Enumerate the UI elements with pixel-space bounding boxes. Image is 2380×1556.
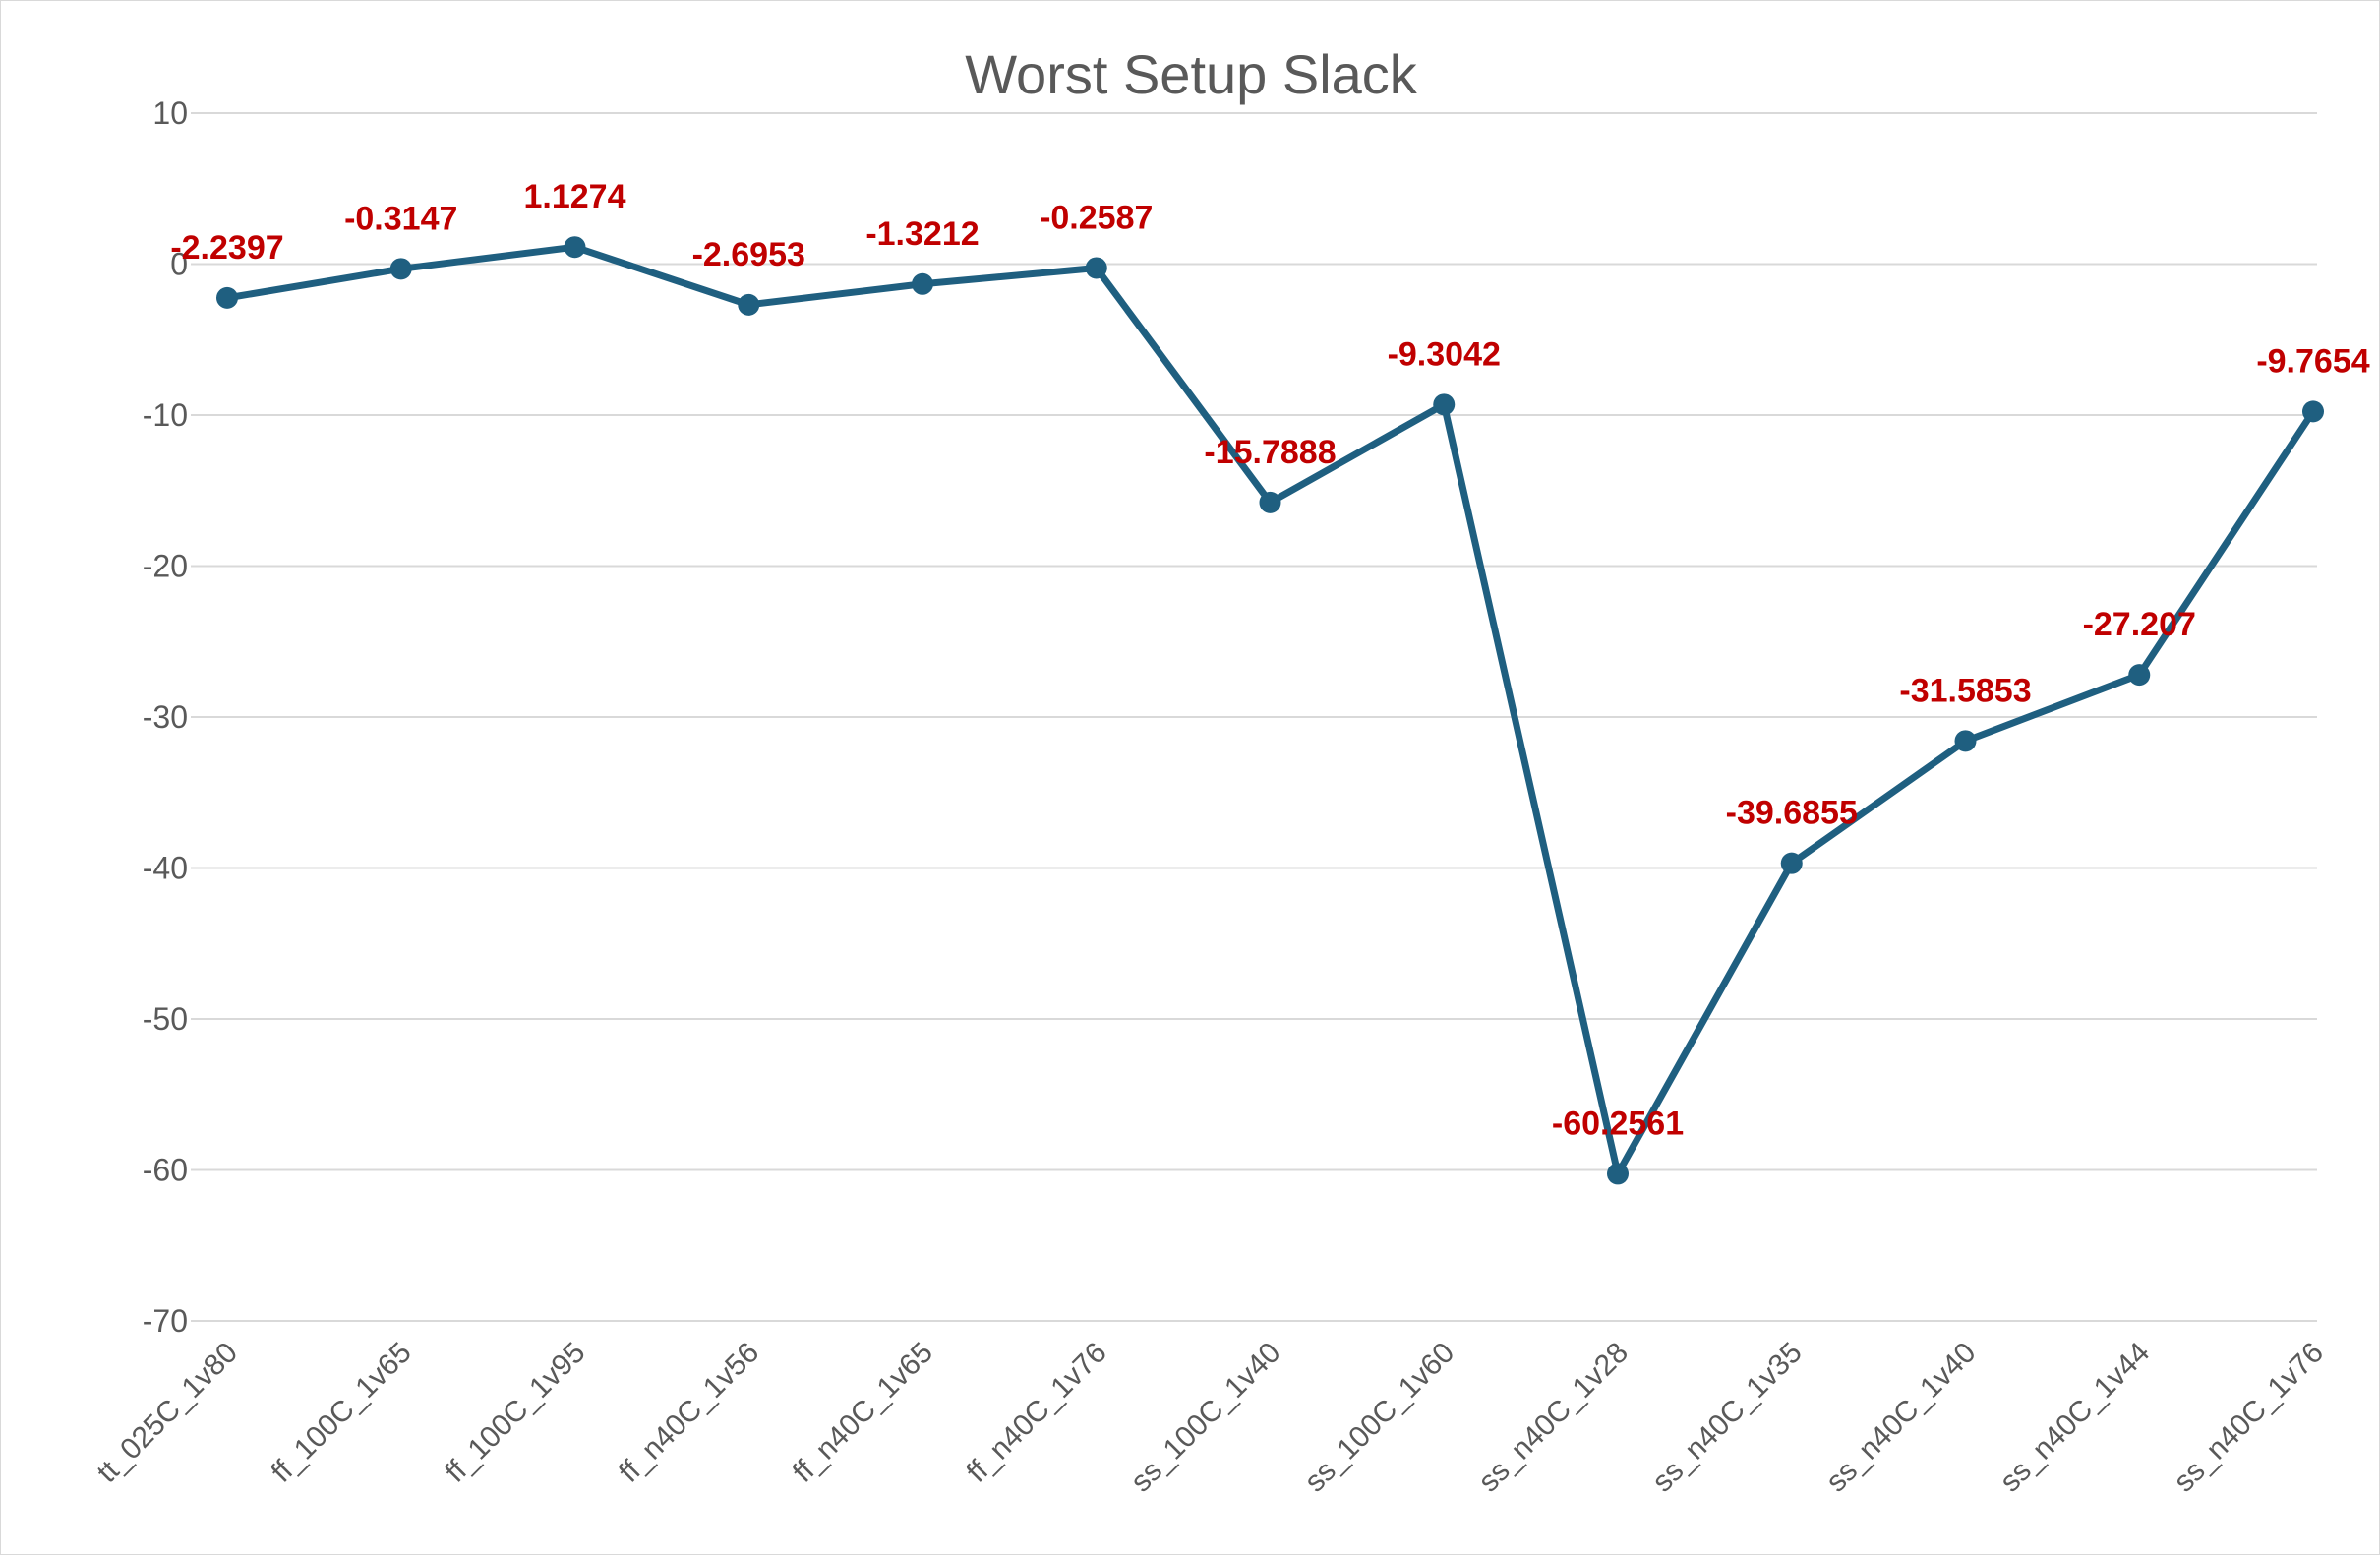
data-point (2128, 664, 2151, 687)
data-point (912, 272, 933, 295)
data-label: -2.6953 (692, 236, 805, 273)
gridlines (191, 112, 2317, 1322)
data-point (564, 236, 586, 259)
series-line (223, 243, 2317, 1177)
x-tick-label: ss_n40C_1v40 (1820, 1337, 1983, 1499)
data-label: -27.207 (2083, 606, 2196, 643)
data-label: -31.5853 (1899, 672, 2031, 709)
series-polyline (223, 243, 2317, 1177)
y-tick-label: -40 (143, 851, 188, 886)
data-point (1954, 730, 1977, 752)
y-tick-label: -10 (143, 397, 188, 433)
y-tick-label: -50 (143, 1001, 188, 1037)
data-label: -0.2587 (1040, 199, 1153, 236)
data-label: -0.3147 (344, 200, 457, 237)
y-tick-label: 10 (152, 95, 188, 131)
x-tick-label: ss_n40C_1v28 (1472, 1337, 1635, 1499)
x-tick-label: ss_n40C_1v76 (2168, 1337, 2330, 1499)
x-tick-label: tt_025C_1v80 (91, 1337, 244, 1489)
data-point (389, 258, 412, 280)
x-tick-label: ss_100C_1v60 (1298, 1337, 1460, 1499)
data-label: -15.7888 (1204, 434, 1336, 471)
data-point (1259, 491, 1281, 513)
data-point (216, 286, 238, 309)
x-tick-label: ff_n40C_1v76 (961, 1337, 1113, 1489)
x-tick-label: ff_100C_1v65 (266, 1337, 418, 1489)
data-point (738, 293, 760, 316)
y-tick-label: -60 (143, 1153, 188, 1188)
x-tick-label: ss_n40C_1v35 (1646, 1337, 1809, 1499)
data-label: -2.2397 (170, 229, 283, 267)
data-label: -60.2561 (1552, 1105, 1684, 1142)
x-tick-label: ss_100C_1v40 (1125, 1337, 1287, 1499)
data-label: -1.3212 (865, 215, 979, 253)
x-axis-ticks: tt_025C_1v80 ff_100C_1v65 ff_100C_1v95 ff_n… (91, 1337, 2330, 1499)
data-points (216, 236, 2324, 1185)
data-point (2302, 400, 2324, 423)
data-label: -9.3042 (1388, 335, 1501, 373)
data-label: -9.7654 (2256, 342, 2369, 380)
y-tick-label: -20 (143, 549, 188, 584)
y-tick-label: -30 (143, 699, 188, 735)
y-axis-ticks: 10 0 -10 -20 -30 -40 -50 -60 -70 (143, 95, 188, 1339)
data-label: -39.6855 (1726, 795, 1858, 832)
x-tick-label: ff_n40C_1v56 (613, 1337, 765, 1489)
x-tick-label: ss_n40C_1v44 (1993, 1337, 2156, 1499)
data-point (1085, 257, 1107, 279)
y-tick-label: 0 (170, 247, 188, 282)
x-tick-label: ff_n40C_1v65 (787, 1337, 939, 1489)
x-tick-label: ff_100C_1v95 (439, 1337, 591, 1489)
y-tick-label: -70 (143, 1303, 188, 1339)
data-labels: -2.2397 -0.3147 1.1274 -2.6953 -1.3212 -0.258… (170, 178, 2369, 1142)
data-label: 1.1274 (524, 178, 626, 215)
chart-title: Worst Setup Slack (965, 43, 1418, 105)
data-point (1780, 852, 1803, 874)
data-point (1433, 393, 1456, 416)
data-point (1607, 1163, 1629, 1185)
